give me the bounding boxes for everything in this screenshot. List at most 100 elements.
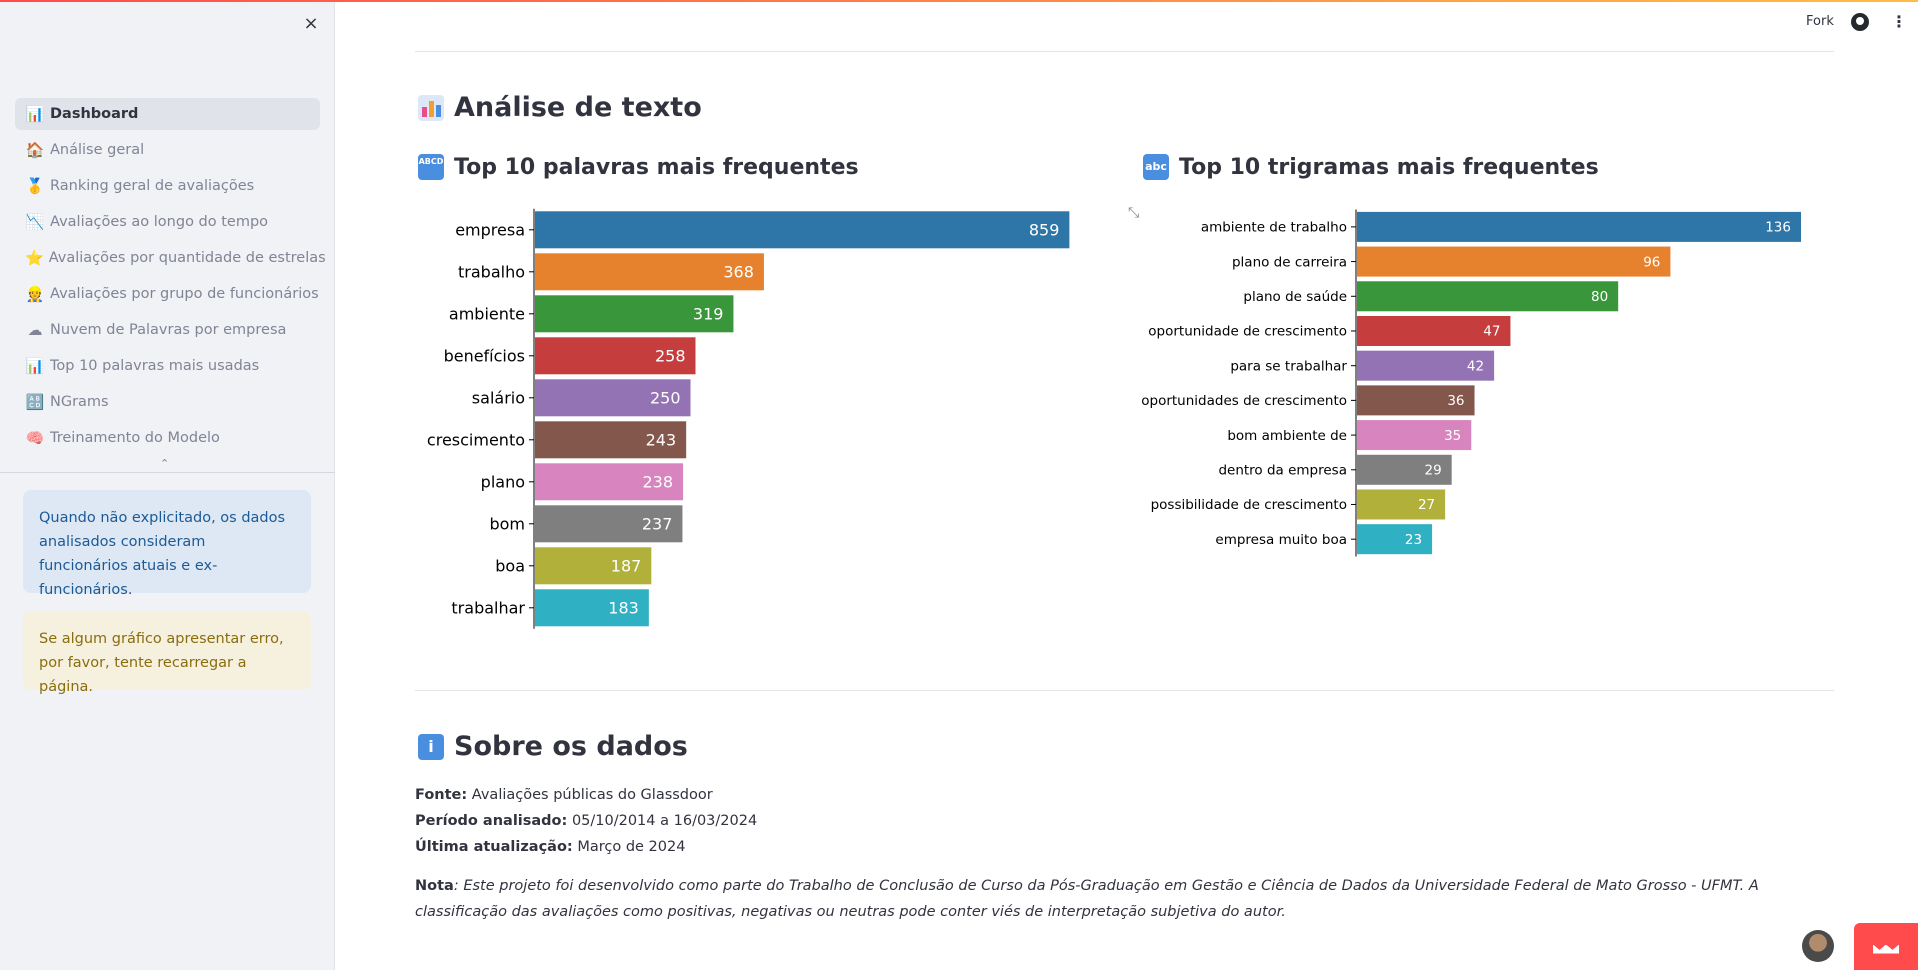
trigrams-bar-chart: ambiente de trabalho 136 plano de carreira… xyxy=(1141,209,1801,557)
bar-5 xyxy=(1357,385,1475,416)
nav-label: NGrams xyxy=(50,394,109,410)
y-tick-label-4: salário xyxy=(472,388,525,407)
crown-icon xyxy=(1873,940,1899,954)
bar-1 xyxy=(1357,246,1671,277)
abc-icon: abc xyxy=(1143,154,1169,180)
nav-icon: ☁ xyxy=(27,321,43,339)
nav-label: Treinamento do Modelo xyxy=(50,430,220,446)
data-label-2: 80 xyxy=(1591,289,1608,305)
sidebar-item-9[interactable]: 🧠 Treinamento do Modelo xyxy=(15,422,320,454)
y-tick-label-1: plano de carreira xyxy=(1232,254,1347,270)
y-tick-label-8: boa xyxy=(495,556,525,575)
streamlit-badge[interactable] xyxy=(1854,923,1918,970)
nav-icon: 📊 xyxy=(25,357,45,375)
bar-1 xyxy=(535,253,764,291)
note-text: : Este projeto foi desenvolvido como par… xyxy=(415,878,1759,920)
nav-label: Avaliações por grupo de funcionários xyxy=(50,286,319,302)
data-label-0: 136 xyxy=(1765,220,1791,236)
bar-4 xyxy=(535,379,691,417)
section-divider xyxy=(415,690,1834,691)
github-icon[interactable] xyxy=(1851,13,1869,31)
nav-icon: 📊 xyxy=(25,105,45,123)
nav-label: Análise geral xyxy=(50,142,145,158)
data-label-1: 368 xyxy=(723,262,754,281)
y-tick-label-9: empresa muito boa xyxy=(1215,532,1347,548)
bar-6 xyxy=(535,463,684,501)
sidebar-item-5[interactable]: 👷 Avaliações por grupo de funcionários xyxy=(15,278,320,310)
period-line: Período analisado: 05/10/2014 a 16/03/20… xyxy=(415,808,757,834)
bar-4 xyxy=(1357,350,1495,381)
nav-icon: 📉 xyxy=(25,213,45,231)
info-icon: i xyxy=(418,733,444,760)
main-menu-icon[interactable]: ⋮ xyxy=(1891,12,1907,31)
sidebar-item-7[interactable]: 📊 Top 10 palavras mais usadas xyxy=(15,350,320,382)
source-line: Fonte: Avaliações públicas do Glassdoor xyxy=(415,782,757,808)
bar-5 xyxy=(535,421,687,459)
nav-icon: 👷 xyxy=(25,285,45,303)
expand-chart-icon[interactable]: ⤡ xyxy=(1128,205,1140,221)
updated-value: Março de 2024 xyxy=(577,839,686,855)
note-paragraph: Nota: Este projeto foi desenvolvido como… xyxy=(415,873,1835,925)
words-chart-title: ABCD Top 10 palavras mais frequentes xyxy=(418,154,859,180)
sidebar-item-6[interactable]: ☁ Nuvem de Palavras por empresa xyxy=(15,314,320,346)
y-tick-label-7: dentro da empresa xyxy=(1218,463,1347,479)
updated-line: Última atualização: Março de 2024 xyxy=(415,834,757,860)
y-tick-label-8: possibilidade de crescimento xyxy=(1151,497,1347,513)
source-value: Avaliações públicas do Glassdoor xyxy=(471,787,713,803)
data-label-4: 250 xyxy=(650,388,681,407)
sidebar: × 📊 Dashboard 🏠 Análise geral 🥇 Ranking geral… xyxy=(0,0,335,970)
abcd-icon: ABCD xyxy=(418,154,444,180)
bar-6 xyxy=(1357,420,1472,451)
fork-button[interactable]: Fork xyxy=(1806,14,1834,29)
bar-chart-icon xyxy=(418,94,444,121)
data-label-5: 36 xyxy=(1447,393,1464,409)
data-label-5: 243 xyxy=(646,430,677,449)
sidebar-item-2[interactable]: 🥇 Ranking geral de avaliações xyxy=(15,170,320,202)
y-tick-label-3: benefícios xyxy=(444,346,525,365)
sidebar-item-1[interactable]: 🏠 Análise geral xyxy=(15,134,320,166)
top-divider xyxy=(415,51,1834,52)
about-title-text: Sobre os dados xyxy=(454,731,688,762)
bar-3 xyxy=(1357,315,1511,346)
close-sidebar-icon[interactable]: × xyxy=(303,13,319,34)
sidebar-item-0[interactable]: 📊 Dashboard xyxy=(15,98,320,130)
y-tick-label-5: crescimento xyxy=(427,430,525,449)
bar-3 xyxy=(535,337,696,375)
y-tick-label-1: trabalho xyxy=(458,262,525,281)
warning-alert: Se algum gráfico apresentar erro, por fa… xyxy=(23,611,311,695)
bar-8 xyxy=(1357,489,1446,520)
sidebar-item-8[interactable]: 🔠 NGrams xyxy=(15,386,320,418)
nav-icon: 🏠 xyxy=(25,141,45,159)
data-label-4: 42 xyxy=(1467,358,1484,374)
about-details: Fonte: Avaliações públicas do Glassdoor … xyxy=(415,782,757,860)
collapse-nav-icon[interactable]: ⌃ xyxy=(160,457,170,470)
y-tick-label-9: trabalhar xyxy=(451,598,525,617)
words-chart-title-text: Top 10 palavras mais frequentes xyxy=(454,154,859,180)
data-label-1: 96 xyxy=(1643,254,1660,270)
y-tick-label-3: oportunidade de crescimento xyxy=(1148,324,1347,340)
sidebar-item-3[interactable]: 📉 Avaliações ao longo do tempo xyxy=(15,206,320,238)
bar-8 xyxy=(535,547,652,585)
sidebar-item-4[interactable]: ⭐ Avaliações por quantidade de estrelas xyxy=(15,242,326,274)
info-alert: Quando não explicitado, os dados analisa… xyxy=(23,490,311,598)
bar-2 xyxy=(1357,281,1619,312)
bar-7 xyxy=(1357,454,1452,485)
section-title: Análise de texto xyxy=(418,92,702,123)
source-label: Fonte: xyxy=(415,787,468,803)
y-tick-label-2: plano de saúde xyxy=(1243,289,1347,305)
bar-2 xyxy=(535,295,734,333)
nav-label: Dashboard xyxy=(50,106,139,122)
data-label-2: 319 xyxy=(693,304,724,323)
data-label-8: 187 xyxy=(611,556,642,575)
note-label: Nota xyxy=(415,878,454,894)
about-title: i Sobre os dados xyxy=(418,731,688,762)
section-title-text: Análise de texto xyxy=(454,92,702,123)
data-label-0: 859 xyxy=(1029,220,1060,239)
nav-label: Avaliações por quantidade de estrelas xyxy=(48,250,326,266)
avatar[interactable] xyxy=(1802,930,1834,962)
sidebar-divider xyxy=(0,472,335,473)
bar-9 xyxy=(1357,524,1433,555)
y-tick-label-7: bom xyxy=(489,514,525,533)
y-tick-label-0: empresa xyxy=(455,220,525,239)
updated-label: Última atualização: xyxy=(415,839,573,855)
